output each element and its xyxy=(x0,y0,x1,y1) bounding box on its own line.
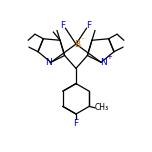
Text: N: N xyxy=(100,57,107,67)
Text: F: F xyxy=(86,21,92,30)
Text: B: B xyxy=(74,40,80,49)
Text: ⁻: ⁻ xyxy=(80,35,84,44)
Text: F: F xyxy=(73,119,79,128)
Text: N: N xyxy=(45,57,52,67)
Text: CH₃: CH₃ xyxy=(95,103,109,112)
Text: F: F xyxy=(60,21,66,30)
Text: +: + xyxy=(106,54,112,60)
